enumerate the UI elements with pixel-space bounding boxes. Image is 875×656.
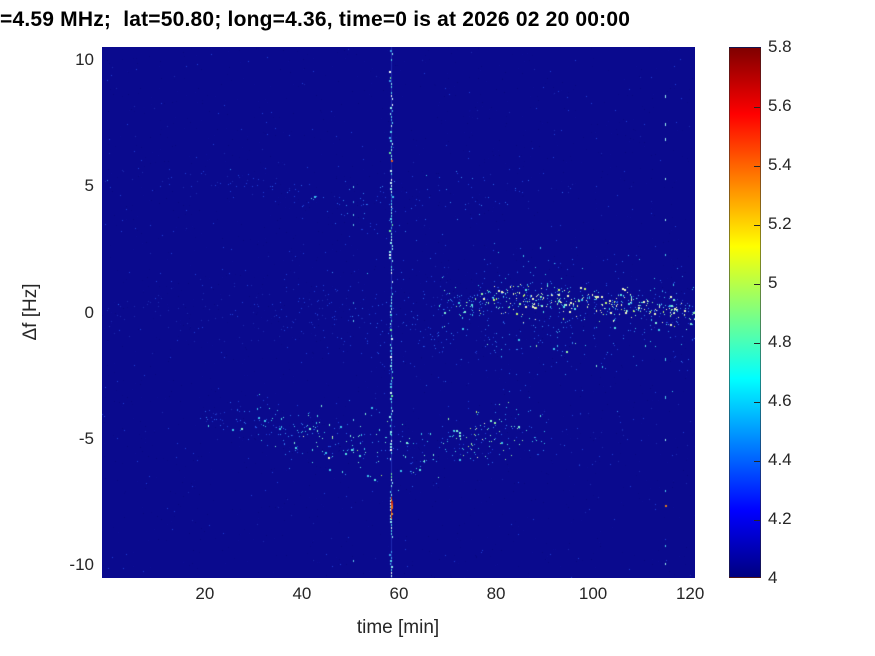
colorbar-tick-mark <box>754 402 760 403</box>
colorbar-tick-mark <box>754 107 760 108</box>
colorbar-tick-label: 5.4 <box>768 155 792 174</box>
colorbar-tick-mark <box>754 166 760 167</box>
colorbar-tick-label: 4.6 <box>768 391 792 410</box>
colorbar-tick-label: 4.4 <box>768 450 792 469</box>
y-tick-label: -10 <box>69 555 94 575</box>
colorbar-tick-label: 5 <box>768 273 778 292</box>
spectrogram-plot <box>102 47 695 578</box>
colorbar-tick-mark <box>754 343 760 344</box>
colorbar-tick-mark <box>754 284 760 285</box>
x-tick-label: 20 <box>195 584 215 603</box>
colorbar-tick-label: 5.6 <box>768 96 792 115</box>
x-tick-label: 40 <box>292 584 312 603</box>
colorbar-tick-label: 5.2 <box>768 214 792 233</box>
x-tick-label: 120 <box>675 584 705 603</box>
x-tick-label: 100 <box>578 584 608 603</box>
colorbar-tick-label: 4.8 <box>768 332 792 351</box>
x-tick-label: 60 <box>389 584 409 603</box>
colorbar-tick-mark <box>754 225 760 226</box>
x-axis-label: time [min] <box>356 617 440 638</box>
colorbar-tick-mark <box>754 520 760 521</box>
y-tick-label: 5 <box>84 176 94 196</box>
y-tick-label: 10 <box>75 49 94 69</box>
y-tick-label: 0 <box>84 302 94 322</box>
colorbar <box>729 47 761 578</box>
x-tick-label: 80 <box>486 584 506 603</box>
y-tick-label: -5 <box>78 428 94 448</box>
colorbar-tick-label: 4.2 <box>768 509 792 528</box>
colorbar-tick-label: 4 <box>768 568 778 587</box>
figure-title: =4.59 MHz; lat=50.80; long=4.36, time=0 … <box>0 8 631 31</box>
colorbar-tick-label: 5.8 <box>768 37 792 56</box>
colorbar-tick-mark <box>754 461 760 462</box>
